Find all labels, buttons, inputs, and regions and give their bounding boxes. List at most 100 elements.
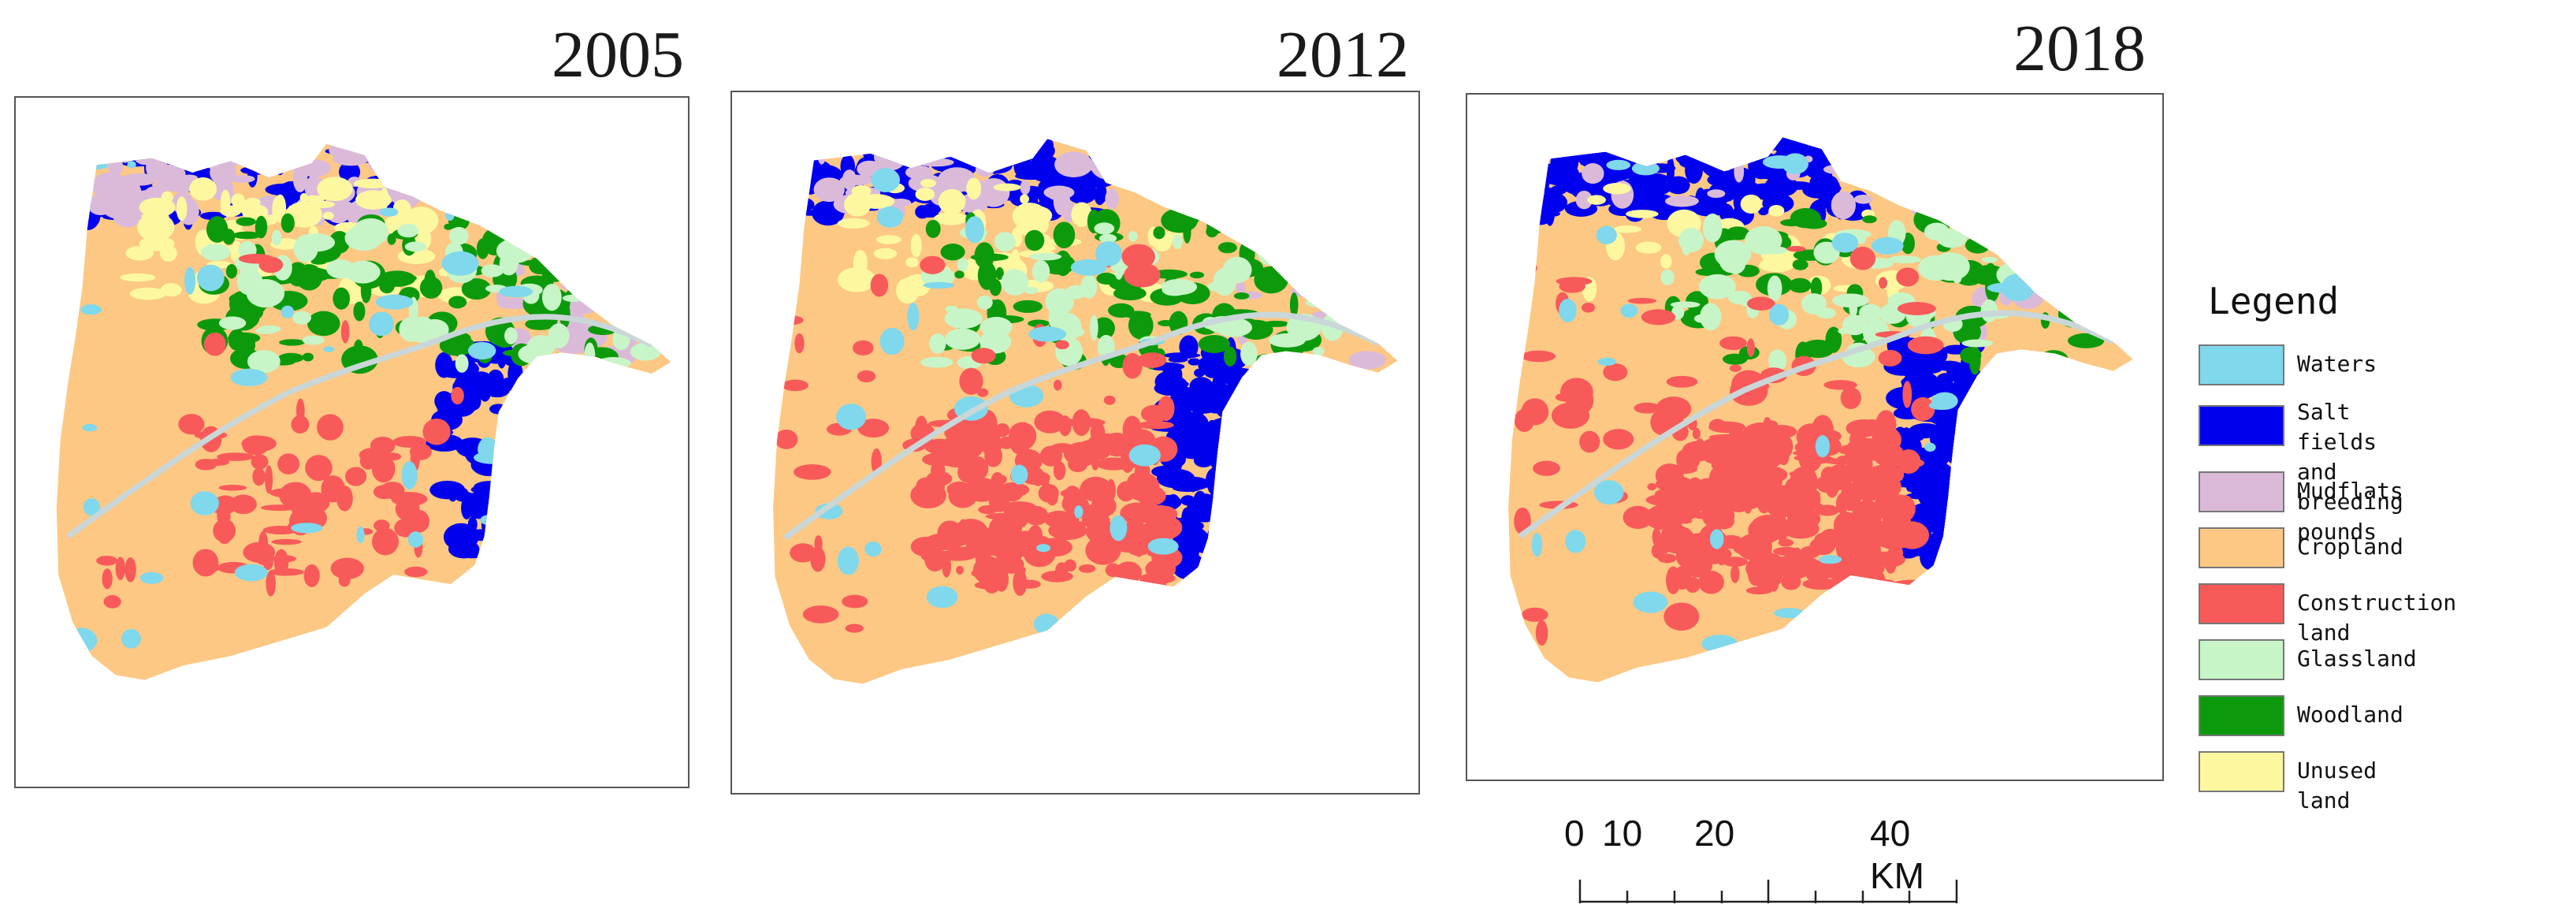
salt-field-patch	[1960, 530, 1983, 541]
construction-land-patch	[948, 483, 978, 508]
salt-field-patch	[489, 404, 507, 415]
grassland-patch	[1024, 286, 1039, 294]
woodland-patch	[1335, 233, 1366, 263]
construction-land-patch	[1722, 556, 1748, 567]
construction-land-patch	[1508, 259, 1537, 277]
unused-land-patch	[1071, 202, 1092, 227]
woodland-patch	[925, 219, 941, 239]
unused-land-patch	[873, 247, 898, 259]
legend-swatch	[2199, 751, 2284, 792]
construction-land-patch	[1695, 478, 1730, 492]
construction-land-patch	[1878, 349, 1902, 367]
salt-field-patch	[1200, 432, 1214, 457]
mudflat-patch	[247, 146, 269, 168]
salt-field-patch	[1207, 477, 1227, 497]
mudflat-patch	[1849, 164, 1872, 181]
legend-label: Mudflats	[2297, 478, 2403, 504]
water-patch	[82, 423, 98, 432]
unused-land-patch	[837, 267, 876, 292]
grassland-patch	[247, 350, 281, 374]
water-patch	[474, 451, 511, 464]
construction-land-patch	[395, 497, 420, 521]
woodland-patch	[255, 215, 268, 239]
unused-land-patch	[139, 236, 175, 251]
woodland-patch	[1013, 300, 1043, 313]
construction-land-patch	[1134, 461, 1150, 482]
woodland-patch	[225, 263, 238, 279]
construction-land-patch	[372, 527, 399, 556]
salt-field-patch	[1210, 560, 1239, 573]
salt-field-patch	[1229, 494, 1245, 523]
construction-land-patch	[1143, 596, 1166, 624]
construction-land-patch	[857, 370, 876, 383]
woodland-patch	[1262, 239, 1277, 248]
grassland-patch	[548, 323, 570, 348]
grassland-patch	[455, 354, 469, 373]
construction-land-patch	[1874, 593, 1890, 621]
woodland-patch	[1977, 211, 2017, 240]
woodland-patch	[2067, 261, 2079, 280]
construction-land-patch	[296, 398, 305, 423]
grassland-patch	[1764, 246, 1788, 255]
woodland-patch	[1313, 254, 1344, 276]
construction-land-patch	[1581, 303, 1596, 313]
water-patch	[1928, 400, 1955, 411]
salt-field-patch	[500, 426, 529, 440]
salt-field-patch	[922, 203, 942, 214]
legend-label: Salt fields and breeding pounds	[2297, 399, 2403, 545]
mudflat-patch	[629, 320, 655, 331]
woodland-patch	[1338, 304, 1355, 314]
salt-field-patch	[1747, 183, 1783, 200]
construction-land-patch	[1796, 510, 1815, 536]
grassland-patch	[577, 281, 615, 304]
mudflat-patch	[120, 173, 158, 186]
mudflat-patch	[493, 197, 507, 219]
unused-land-patch	[875, 235, 901, 244]
salt-field-patch	[443, 486, 469, 501]
construction-land-patch	[451, 386, 464, 405]
mudflat-patch	[1909, 143, 1924, 162]
grassland-patch	[1888, 255, 1921, 264]
grassland-patch	[529, 226, 556, 236]
grassland-patch	[619, 252, 656, 274]
construction-land-patch	[1121, 244, 1155, 270]
mudflat-patch	[1827, 137, 1838, 153]
construction-land-patch	[1094, 536, 1108, 553]
water-patch	[1048, 638, 1075, 653]
construction-land-patch	[103, 595, 121, 609]
construction-land-patch	[1911, 396, 1935, 421]
construction-land-patch	[1053, 460, 1066, 481]
legend-item: Woodland	[2199, 695, 2403, 751]
unused-land-patch	[189, 177, 217, 201]
salt-field-patch	[1221, 475, 1250, 493]
legend-label: Unused land	[2297, 757, 2377, 813]
mudflat-patch	[980, 158, 991, 167]
woodland-patch	[1262, 320, 1290, 327]
woodland-patch	[1158, 320, 1175, 327]
woodland-patch	[293, 267, 331, 282]
construction-land-patch	[1730, 364, 1741, 372]
construction-land-patch	[1766, 425, 1797, 439]
construction-land-patch	[1730, 564, 1740, 583]
mudflat-patch	[1048, 192, 1069, 201]
salt-field-patch	[1203, 544, 1237, 572]
legend-item: Cropland	[2199, 527, 2403, 583]
mudflat-patch	[644, 255, 660, 266]
grassland-patch	[562, 294, 585, 302]
water-patch	[356, 526, 365, 544]
unused-land-patch	[934, 212, 968, 225]
salt-field-patch	[1528, 199, 1543, 213]
construction-land-patch	[1013, 569, 1028, 597]
construction-land-patch	[775, 314, 804, 326]
mudflat-patch	[483, 196, 520, 206]
mudflat-patch	[1351, 316, 1382, 323]
salt-field-patch	[1232, 544, 1247, 566]
unused-land-patch	[1768, 205, 1785, 217]
construction-land-patch	[1075, 456, 1094, 467]
salt-field-patch	[1632, 176, 1659, 191]
salt-field-patch	[842, 140, 855, 157]
salt-field-patch	[485, 542, 519, 564]
unused-land-patch	[1020, 194, 1029, 204]
unused-land-patch	[1759, 258, 1794, 273]
construction-land-patch	[1850, 522, 1885, 547]
